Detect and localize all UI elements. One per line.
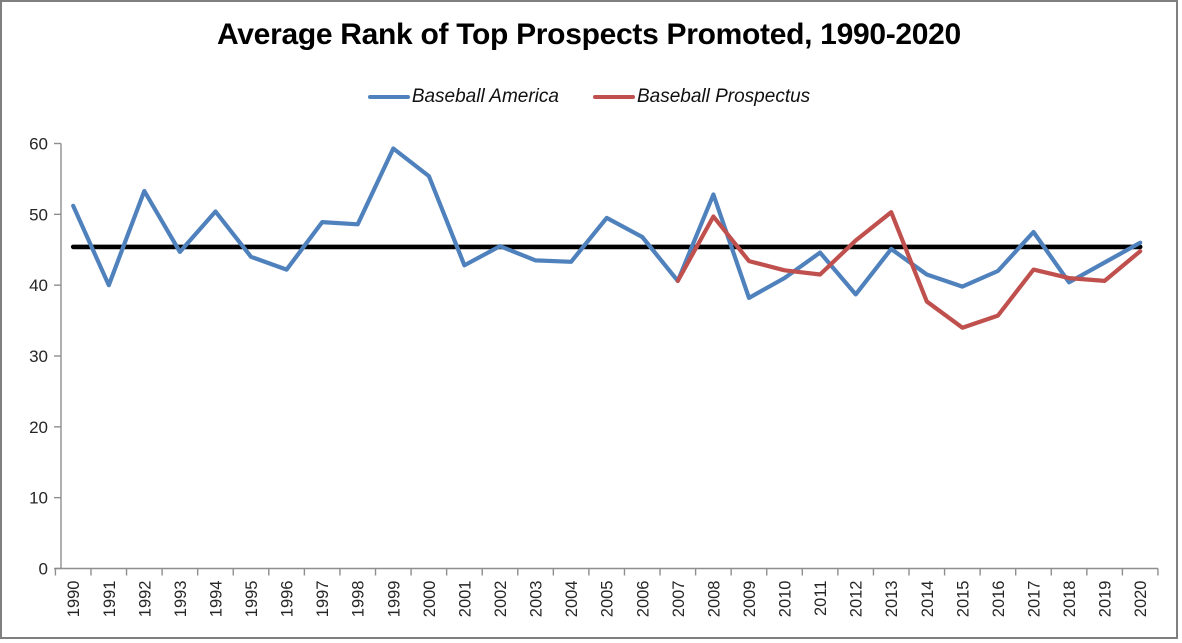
svg-text:2016: 2016	[990, 581, 1008, 618]
svg-text:1991: 1991	[101, 581, 119, 618]
svg-text:2010: 2010	[777, 581, 795, 618]
svg-text:2000: 2000	[421, 581, 439, 618]
svg-text:2020: 2020	[1132, 581, 1150, 618]
svg-text:2001: 2001	[456, 581, 474, 618]
svg-text:1994: 1994	[207, 581, 225, 618]
svg-text:1998: 1998	[350, 581, 368, 618]
chart-legend: Baseball America Baseball Prospectus	[2, 86, 1176, 108]
red-line-swatch-icon	[592, 94, 635, 100]
legend-label: Baseball Prospectus	[636, 86, 811, 107]
svg-text:30: 30	[29, 347, 48, 366]
svg-text:2015: 2015	[954, 581, 972, 618]
svg-text:50: 50	[29, 205, 48, 224]
legend-label: Baseball America	[411, 86, 559, 107]
svg-text:10: 10	[29, 489, 48, 508]
svg-text:1990: 1990	[65, 581, 83, 618]
svg-text:1999: 1999	[385, 581, 403, 618]
svg-text:2002: 2002	[492, 581, 510, 618]
svg-text:0: 0	[39, 560, 48, 579]
svg-text:2005: 2005	[599, 581, 617, 618]
svg-text:2017: 2017	[1025, 581, 1043, 618]
svg-text:2009: 2009	[741, 581, 759, 618]
svg-text:2003: 2003	[528, 581, 546, 618]
svg-text:1997: 1997	[314, 581, 332, 618]
svg-text:2013: 2013	[883, 581, 901, 618]
svg-text:1995: 1995	[243, 581, 261, 618]
svg-text:2004: 2004	[563, 581, 581, 618]
svg-text:2011: 2011	[812, 581, 830, 616]
svg-text:40: 40	[29, 276, 48, 295]
blue-line-swatch-icon	[367, 94, 410, 100]
legend-item-baseball-prospectus: Baseball Prospectus	[592, 86, 811, 108]
svg-text:2006: 2006	[634, 581, 652, 618]
svg-text:2019: 2019	[1097, 581, 1115, 618]
svg-text:2008: 2008	[705, 581, 723, 618]
svg-text:1992: 1992	[136, 581, 154, 618]
svg-text:2018: 2018	[1061, 581, 1079, 618]
chart-title: Average Rank of Top Prospects Promoted, …	[217, 18, 961, 51]
svg-text:1993: 1993	[172, 581, 190, 618]
svg-text:20: 20	[29, 418, 48, 437]
legend-item-baseball-america: Baseball America	[367, 86, 559, 108]
svg-text:2014: 2014	[919, 581, 937, 618]
svg-text:60: 60	[29, 135, 48, 154]
svg-text:2012: 2012	[848, 581, 866, 618]
svg-text:2007: 2007	[670, 581, 688, 618]
svg-text:1996: 1996	[279, 581, 297, 618]
